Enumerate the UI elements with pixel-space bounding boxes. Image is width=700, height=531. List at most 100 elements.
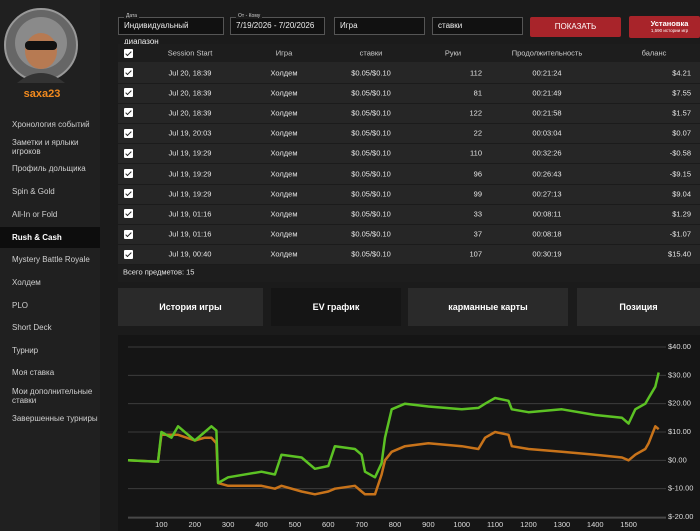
- row-separator: [118, 244, 700, 246]
- table-cell: 00:03:04: [532, 128, 562, 138]
- username: saxa23: [23, 88, 61, 100]
- tab[interactable]: EV график: [271, 288, 401, 326]
- menu-item[interactable]: Турнир: [12, 346, 39, 355]
- column-header[interactable]: Session Start: [167, 48, 213, 58]
- chart-bg: [118, 335, 700, 531]
- menu-item[interactable]: Заметки и ярлыки игроков: [12, 138, 79, 156]
- table-cell: $0.05/$0.10: [351, 209, 391, 219]
- table-cell: Холдем: [270, 249, 298, 259]
- tab[interactable]: Позиция: [577, 288, 700, 326]
- table-cell: Jul 19, 19:29: [168, 148, 212, 158]
- y-tick-label: $-10.00: [668, 484, 693, 493]
- x-tick-label: 100: [155, 520, 168, 529]
- table-cell: $0.05/$0.10: [351, 229, 391, 239]
- install-label: Установка: [650, 19, 689, 28]
- table-cell: Jul 19, 01:16: [168, 209, 212, 219]
- table-cell: Холдем: [270, 169, 298, 178]
- table-cell: Холдем: [270, 88, 298, 98]
- tab[interactable]: История игры: [118, 288, 263, 326]
- show-button[interactable]: ПОКАЗАТЬ: [530, 17, 621, 37]
- row-checkbox[interactable]: [124, 148, 133, 158]
- install-note: 1,590 истории игр: [650, 28, 689, 33]
- menu-item[interactable]: Моя ставка: [12, 368, 55, 377]
- table-cell: $1.29: [672, 209, 691, 219]
- sidebar: saxa23 Хронология событий Заметки и ярлык…: [0, 0, 100, 531]
- row-checkbox[interactable]: [124, 128, 133, 138]
- column-header: Игра: [275, 48, 293, 58]
- menu-item[interactable]: Rush & Cash: [0, 227, 100, 248]
- row-separator: [118, 143, 700, 145]
- date-type-select[interactable]: Индивидуальный диапазон: [118, 17, 224, 46]
- install-button[interactable]: Установка 1,590 истории игр: [629, 16, 700, 38]
- table: [118, 44, 700, 282]
- menu-item[interactable]: Завершенные турниры: [12, 414, 98, 423]
- header-checkbox[interactable]: [124, 49, 133, 58]
- row-checkbox[interactable]: [124, 229, 133, 239]
- table-cell: 00:21:58: [532, 108, 562, 118]
- menu-item[interactable]: Spin & Gold: [12, 187, 55, 196]
- x-tick-label: 300: [222, 520, 235, 529]
- x-tick-label: 1100: [487, 520, 503, 529]
- table-cell: 112: [470, 68, 482, 77]
- table-cell: $0.05/$0.10: [351, 189, 391, 199]
- table-cell: Jul 19, 19:29: [168, 169, 212, 178]
- x-tick-label: 900: [422, 520, 435, 529]
- table-cell: Jul 20, 18:39: [168, 108, 212, 118]
- row-checkbox[interactable]: [124, 209, 133, 219]
- table-footer: [118, 264, 700, 282]
- menu-item[interactable]: Хронология событий: [12, 120, 90, 129]
- menu-item[interactable]: Холдем: [12, 278, 41, 287]
- y-tick-label: $10.00: [668, 427, 691, 436]
- avatar: [4, 8, 78, 83]
- row-checkbox[interactable]: [124, 88, 133, 98]
- tab[interactable]: карманные карты: [408, 288, 568, 326]
- table-cell: 33: [473, 209, 482, 219]
- x-tick-label: 1400: [587, 520, 604, 529]
- column-header: Продолжительность: [511, 48, 583, 58]
- x-tick-label: 1500: [620, 520, 637, 529]
- y-tick-label: $20.00: [668, 399, 691, 408]
- x-tick-label: 500: [289, 520, 302, 529]
- date-range[interactable]: 7/19/2026 - 7/20/2026: [230, 17, 325, 35]
- x-tick-label: 1000: [453, 520, 470, 529]
- column-header: ставки: [359, 48, 383, 58]
- row-checkbox[interactable]: [124, 169, 133, 178]
- table-cell: $15.40: [668, 249, 691, 259]
- game-select[interactable]: Игра: [334, 17, 425, 35]
- y-tick-label: $0.00: [668, 455, 687, 464]
- ev-line: [127, 372, 660, 485]
- ev-chart: $40.00 $30.00 $20.00 $10.00 $0.00 $-10.00 $-20…: [118, 335, 700, 531]
- x-tick-label: 1200: [520, 520, 537, 529]
- table-cell: Холдем: [270, 128, 298, 138]
- table-cell: 107: [469, 249, 482, 259]
- row-checkbox[interactable]: [124, 189, 133, 199]
- table-cell: 00:26:43: [532, 169, 562, 178]
- x-tick-label: 800: [389, 520, 402, 529]
- row-checkbox[interactable]: [124, 249, 133, 259]
- table-cell: 00:08:18: [532, 229, 562, 239]
- row-checkbox[interactable]: [124, 108, 133, 118]
- menu-item[interactable]: Профиль дольщика: [12, 164, 86, 173]
- table-cell: 81: [473, 88, 482, 98]
- row-checkbox[interactable]: [124, 68, 133, 77]
- row-separator: [118, 264, 700, 266]
- menu-item[interactable]: PLO: [12, 301, 29, 310]
- row-separator: [118, 183, 700, 185]
- table-cell: Jul 19, 01:16: [168, 229, 212, 239]
- table-cell: 00:08:11: [532, 209, 562, 219]
- table-cell: 22: [473, 128, 482, 138]
- row-separator: [118, 223, 700, 225]
- stakes-select[interactable]: ставки: [432, 17, 523, 35]
- table-cell: 00:21:49: [532, 88, 562, 98]
- menu-item[interactable]: Мои дополнительные ставки: [12, 387, 93, 405]
- table-cell: Jul 19, 00:40: [168, 249, 212, 259]
- menu-item[interactable]: Mystery Battle Royale: [12, 255, 90, 264]
- table-cell: 00:32:26: [532, 148, 562, 158]
- x-tick-label: 700: [355, 520, 368, 529]
- menu-item[interactable]: All-In or Fold: [12, 210, 58, 219]
- table-cell: Холдем: [270, 108, 298, 118]
- menu-item[interactable]: Short Deck: [12, 323, 52, 332]
- table-cell: Jul 19, 20:03: [168, 128, 212, 138]
- table-cell: 110: [470, 148, 482, 158]
